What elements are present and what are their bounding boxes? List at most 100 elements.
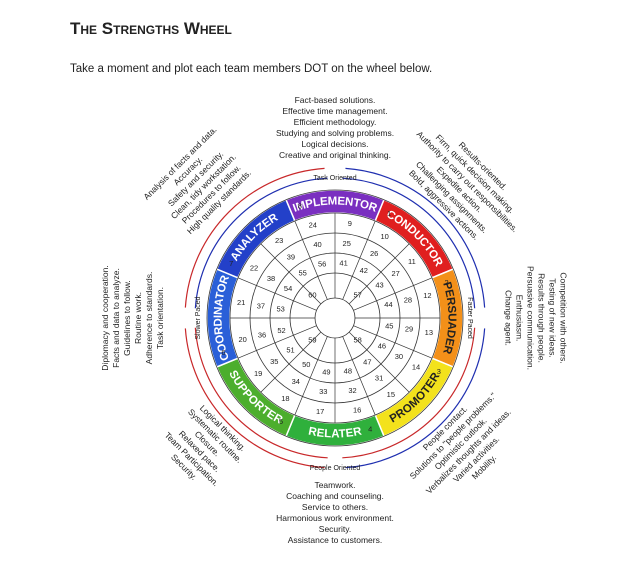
grid-number: 13 — [425, 328, 433, 337]
strength-line: Task orientation. — [155, 287, 165, 349]
task-arc — [194, 177, 328, 309]
grid-number: 25 — [343, 239, 351, 248]
grid-number: 40 — [313, 240, 321, 249]
spoke — [342, 336, 376, 416]
grid-number: 51 — [286, 345, 294, 354]
strengths-block: Fact-based solutions.Effective time mana… — [276, 95, 394, 160]
grid-number: 38 — [267, 274, 275, 283]
ring-number: 6 — [221, 348, 225, 357]
grid-number: 45 — [385, 322, 393, 331]
grid-number: 49 — [322, 367, 330, 376]
strengths-block: Competition with others.Testing of new i… — [503, 266, 568, 370]
grid-number: 16 — [353, 405, 361, 414]
ring-number: 4 — [368, 425, 372, 434]
strength-line: Service to others. — [302, 502, 368, 512]
strength-line: Facts and data to analyze. — [111, 268, 121, 368]
grid-number: 44 — [384, 300, 392, 309]
task-arc — [342, 177, 476, 309]
grid-number: 14 — [412, 363, 420, 372]
grid-number: 48 — [344, 366, 352, 375]
strength-line: Competition with others. — [558, 272, 568, 363]
spoke — [348, 331, 410, 393]
grid-number: 52 — [277, 326, 285, 335]
grid-number: 27 — [392, 269, 400, 278]
grid-number: 26 — [370, 249, 378, 258]
strengths-block: Teamwork.Coaching and counseling.Service… — [276, 480, 394, 545]
strength-line: Testing of new ideas. — [547, 278, 557, 357]
ring-outline — [206, 189, 464, 447]
spoke — [294, 220, 328, 300]
ring-number: 7 — [229, 259, 233, 268]
grid-number: 36 — [258, 330, 266, 339]
strengths-block: Logical thinking.Systematic routine.Clos… — [163, 403, 248, 488]
strength-line: Harmonious work environment. — [276, 513, 394, 523]
grid-number: 28 — [404, 295, 412, 304]
grid-number: 34 — [292, 377, 300, 386]
strength-line: Effective time management. — [282, 106, 387, 116]
strength-line: Coaching and counseling. — [286, 491, 384, 501]
grid-number: 30 — [395, 352, 403, 361]
grid-number: 37 — [257, 301, 265, 310]
spoke — [237, 325, 317, 359]
strength-line: Routine work. — [133, 292, 143, 344]
spoke — [348, 243, 410, 305]
segment-label: RELATER — [307, 426, 363, 441]
spoke — [237, 277, 317, 311]
strength-line: Fact-based solutions. — [295, 95, 376, 105]
grid-number: 39 — [287, 252, 295, 261]
spoke — [260, 331, 322, 393]
grid-number: 10 — [380, 232, 388, 241]
spoke — [260, 243, 322, 305]
instruction: Take a moment and plot each team members… — [70, 63, 432, 75]
axis-label: People Oriented — [310, 465, 361, 472]
grid-number: 17 — [316, 407, 324, 416]
ring-number: 8 — [298, 201, 302, 210]
grid-number: 50 — [302, 360, 310, 369]
strength-line: Persuasive communication. — [525, 266, 535, 370]
ring-number: 3 — [437, 367, 441, 376]
grid-number: 59 — [308, 336, 316, 345]
axis-label: Faster Paced — [466, 297, 473, 339]
grid-number: 31 — [375, 374, 383, 383]
strength-line: Results through people. — [536, 273, 546, 363]
grid-number: 47 — [363, 357, 371, 366]
grid-number: 54 — [284, 284, 292, 293]
segment-label-text: PERSUADER — [440, 281, 457, 356]
grid-number: 21 — [237, 298, 245, 307]
grid-number: 9 — [348, 219, 352, 228]
ring-number: 2 — [444, 278, 448, 287]
strength-line: Change agent. — [503, 290, 513, 346]
people-arc — [342, 327, 476, 459]
grid-number: 43 — [375, 281, 383, 290]
strength-line: Adherence to standards. — [144, 272, 154, 365]
strengths-block: Analysis of facts and data.Accuracy.Safe… — [141, 124, 253, 236]
axis-label: Slower Paced — [195, 296, 202, 339]
ring-number: 5 — [279, 417, 283, 426]
grid-number: 24 — [309, 221, 317, 230]
segment-label: PERSUADER — [440, 281, 457, 356]
grid-number: 32 — [348, 386, 356, 395]
strength-line: Guidelines to follow. — [122, 280, 132, 356]
strengths-block: Diplomacy and cooperation. Facts and data… — [100, 265, 165, 370]
pace-arc — [184, 167, 325, 308]
grid-number: 42 — [360, 266, 368, 275]
pace-arc — [345, 328, 486, 469]
strength-line: Studying and solving problems. — [276, 128, 394, 138]
grid-number: 35 — [270, 357, 278, 366]
grid-number: 15 — [387, 390, 395, 399]
segment-label-text: RELATER — [307, 426, 363, 441]
title: The Strengths Wheel — [70, 19, 232, 38]
grid-number: 11 — [408, 257, 416, 266]
spoke — [353, 325, 433, 359]
strength-line: Teamwork. — [314, 480, 355, 490]
strength-line: Assistance to customers. — [288, 535, 382, 545]
grid-number: 19 — [254, 369, 262, 378]
strength-line: Logical decisions. — [301, 139, 368, 149]
grid-number: 18 — [281, 394, 289, 403]
grid-number: 53 — [277, 304, 285, 313]
spoke — [353, 277, 433, 311]
grid-number: 29 — [405, 325, 413, 334]
grid-number: 60 — [308, 290, 316, 299]
pace-arc — [345, 167, 486, 308]
